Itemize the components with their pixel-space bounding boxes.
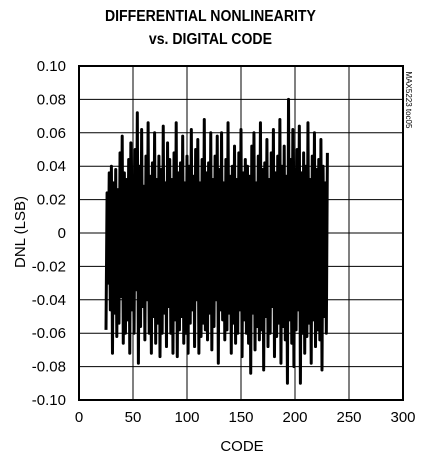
dnl-series-line xyxy=(104,97,329,385)
y-tick-label: 0.06 xyxy=(37,125,66,142)
y-tick-label: -0.10 xyxy=(32,392,66,409)
y-tick-label: 0.04 xyxy=(37,158,66,175)
x-tick-label: 0 xyxy=(75,409,83,426)
y-tick-labels: 0.10 0.08 0.06 0.04 0.02 0 -0.02 -0.04 -0.06 -0.0… xyxy=(32,58,66,409)
y-tick-label: -0.04 xyxy=(32,292,66,309)
x-tick-labels: 0 50 100 150 200 250 300 xyxy=(75,409,416,426)
x-tick-label: 200 xyxy=(282,409,307,426)
y-tick-label: -0.02 xyxy=(32,258,66,275)
y-tick-label: -0.06 xyxy=(32,325,66,342)
x-tick-label: 150 xyxy=(228,409,253,426)
y-tick-label: 0 xyxy=(58,225,66,242)
y-tick-label: -0.08 xyxy=(32,359,66,376)
x-tick-label: 100 xyxy=(174,409,199,426)
watermark: MAX5223 toc05 xyxy=(404,72,413,129)
y-tick-label: 0.08 xyxy=(37,91,66,108)
chart-subtitle: vs. DIGITAL CODE xyxy=(148,31,272,48)
x-tick-label: 250 xyxy=(336,409,361,426)
chart-title: DIFFERENTIAL NONLINEARITY xyxy=(104,8,316,25)
x-tick-label: 50 xyxy=(125,409,142,426)
plot-area xyxy=(104,97,329,385)
y-tick-label: 0.10 xyxy=(37,58,66,75)
x-axis-label: CODE xyxy=(220,438,263,455)
plot-border xyxy=(78,65,404,401)
x-tick-label: 300 xyxy=(390,409,415,426)
y-axis-label: DNL (LSB) xyxy=(12,196,29,268)
y-tick-label: 0.02 xyxy=(37,192,66,209)
